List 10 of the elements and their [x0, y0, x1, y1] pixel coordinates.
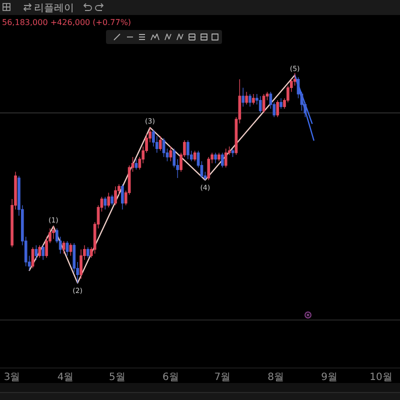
x-tick-label: 9월 — [321, 372, 338, 383]
text: 리플레이 — [34, 3, 74, 14]
text: 56,183,000 +426,000 (+0.77%) — [2, 18, 132, 27]
x-tick-label: 7월 — [214, 372, 231, 383]
x-tick-label: 10월 — [370, 372, 392, 383]
x-tick-label: 5월 — [109, 372, 126, 383]
x-tick-label: 6월 — [162, 372, 179, 383]
x-tick-label: 8월 — [268, 372, 284, 383]
x-tick-label: 3월 — [4, 372, 20, 383]
x-tick-label: 4월 — [57, 372, 74, 383]
